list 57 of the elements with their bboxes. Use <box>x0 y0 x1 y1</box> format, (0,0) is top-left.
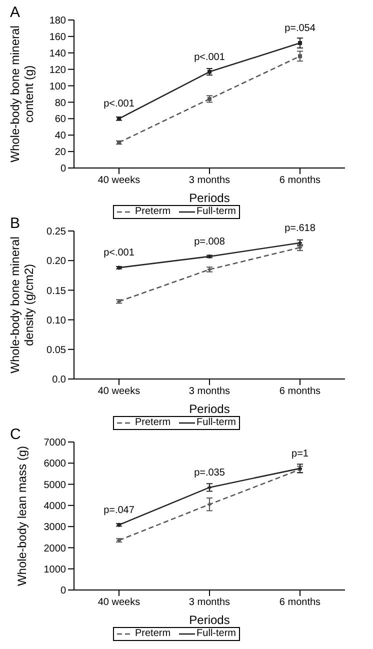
x-tick-label: 40 weeks <box>98 597 140 608</box>
x-tick-label: 6 months <box>279 386 321 398</box>
y-axis-title: Whole-body bone mineral content (g) <box>8 26 36 162</box>
y-tick-label: 120 <box>49 64 66 76</box>
chart-title: A <box>10 4 20 21</box>
y-tick-label: 3000 <box>44 522 66 534</box>
x-tick-label: 40 weeks <box>98 386 140 398</box>
x-tick-label: 3 months <box>188 597 230 608</box>
y-tick-label: 100 <box>49 81 66 92</box>
annotation: p<.001 <box>194 52 226 63</box>
annotation: p=.047 <box>104 504 135 516</box>
y-tick-label: 60 <box>54 114 66 126</box>
y-tick-label: 6000 <box>44 458 66 470</box>
legend-label: Full-term <box>196 206 236 218</box>
chart-title: B <box>10 215 20 232</box>
y-axis-title: Whole-body bone mineral density (g/cm2) <box>8 236 36 374</box>
annotation: p=1 <box>292 448 309 460</box>
x-axis-title: Periods <box>189 613 230 627</box>
x-tick-label: 40 weeks <box>98 175 140 186</box>
annotation: p=.618 <box>284 222 316 234</box>
y-tick-label: 40 <box>54 130 66 142</box>
y-tick-label: 20 <box>54 147 66 158</box>
y-tick-label: 180 <box>49 16 66 27</box>
y-tick-label: 0.10 <box>46 315 66 326</box>
y-tick-label: 0.15 <box>46 286 66 297</box>
x-tick-label: 6 months <box>279 597 321 608</box>
x-tick-label: 3 months <box>188 386 230 398</box>
legend-label: Preterm <box>134 417 171 429</box>
y-tick-label: 4000 <box>44 500 66 512</box>
y-tick-label: 0.25 <box>46 226 66 238</box>
chart-title: C <box>10 426 21 443</box>
x-tick-label: 3 months <box>188 175 230 186</box>
x-axis-title: Periods <box>189 402 230 416</box>
y-tick-label: 7000 <box>44 438 66 449</box>
y-tick-label: 80 <box>54 98 66 109</box>
annotation: p<.001 <box>104 248 135 259</box>
annotation: p<.001 <box>104 98 135 110</box>
annotation: p=.035 <box>194 467 226 478</box>
y-tick-label: 5000 <box>44 480 66 491</box>
x-tick-label: 6 months <box>279 175 321 186</box>
x-axis-title: Periods <box>189 191 230 205</box>
y-tick-label: 0.20 <box>46 256 66 268</box>
y-axis-title: Whole-body lean mass (g) <box>15 446 29 586</box>
y-tick-label: 0 <box>60 164 66 175</box>
y-tick-label: 0 <box>60 586 66 597</box>
y-tick-label: 140 <box>49 48 66 60</box>
legend-label: Full-term <box>196 628 236 640</box>
y-tick-label: 1000 <box>44 564 66 576</box>
y-tick-label: 0.05 <box>46 344 66 356</box>
legend-label: Full-term <box>196 417 236 429</box>
legend-label: Preterm <box>134 206 171 218</box>
annotation: p=.054 <box>284 23 316 34</box>
y-tick-label: 160 <box>49 32 66 43</box>
y-tick-label: 0.0 <box>52 374 66 386</box>
legend-label: Preterm <box>134 628 171 640</box>
annotation: p=.008 <box>194 236 226 248</box>
y-tick-label: 2000 <box>44 543 66 554</box>
